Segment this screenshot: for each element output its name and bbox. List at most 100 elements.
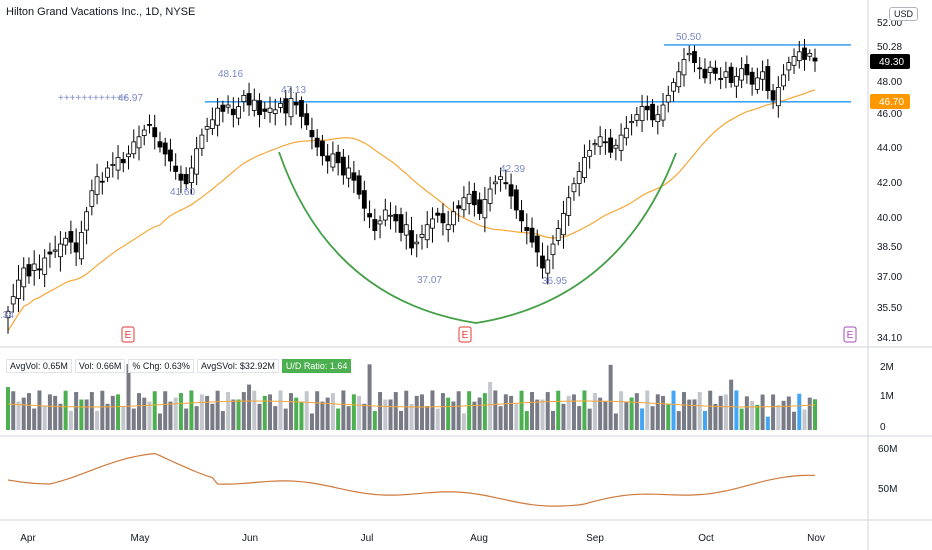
candle-body xyxy=(199,134,205,149)
candle-body xyxy=(31,263,37,271)
volume-bar xyxy=(786,396,791,430)
volume-bar xyxy=(718,395,723,430)
candle-body xyxy=(94,176,100,195)
volume-bar xyxy=(126,364,131,430)
volume-bar xyxy=(561,403,566,430)
candle-body xyxy=(330,153,336,168)
volume-average-line xyxy=(7,400,816,408)
volume-bar xyxy=(95,410,100,430)
candle-body xyxy=(204,126,210,130)
volume-bar xyxy=(697,392,702,430)
volume-bar xyxy=(320,401,325,430)
candle-body xyxy=(796,51,802,62)
candle-body xyxy=(10,296,16,305)
volume-bar xyxy=(550,410,555,430)
volume-bar xyxy=(173,397,178,430)
candle-body xyxy=(545,259,551,274)
candle-body xyxy=(697,67,703,70)
resistance-levels-layer xyxy=(205,44,851,103)
time-axis-layer: Apr May Jun Jul Aug Sep Oct Nov xyxy=(20,533,825,544)
rs-line-layer xyxy=(7,452,815,507)
price-annotation: 46.97 xyxy=(118,93,143,104)
volume-bar xyxy=(807,397,812,430)
earnings-marker xyxy=(458,326,472,343)
volume-bar xyxy=(278,390,283,430)
candle-body xyxy=(26,264,32,277)
candle-body xyxy=(37,268,42,271)
candle-body xyxy=(84,211,90,231)
candle-body xyxy=(309,130,315,138)
candle-body xyxy=(424,224,430,241)
volume-bar xyxy=(346,406,351,430)
candle-body xyxy=(141,129,147,136)
candle-body xyxy=(692,51,697,63)
volume-bar xyxy=(168,401,173,430)
price-annotation: 48.16 xyxy=(218,69,243,80)
price-axis-tick: 52.00 xyxy=(877,18,902,29)
time-axis-label: Aug xyxy=(470,533,488,544)
candle-body xyxy=(791,56,797,66)
volume-bar xyxy=(304,391,309,430)
volume-bar xyxy=(545,392,550,430)
candle-body xyxy=(477,199,483,214)
volume-bar xyxy=(603,401,608,430)
candle-body xyxy=(571,183,577,193)
volume-bar xyxy=(231,399,236,430)
candle-body xyxy=(723,71,729,78)
volume-bar xyxy=(430,390,435,430)
volume-bar xyxy=(268,394,273,430)
candle-body xyxy=(68,231,74,243)
candle-body xyxy=(304,113,310,126)
candle-body xyxy=(498,176,503,180)
volume-bar xyxy=(598,397,603,430)
volume-bar xyxy=(367,364,372,430)
volume-bar xyxy=(404,390,409,430)
volume-bar xyxy=(325,397,330,430)
candle-body xyxy=(713,67,718,74)
candle-body xyxy=(346,167,352,179)
candle-body xyxy=(241,95,247,103)
candle-body xyxy=(115,157,121,171)
candle-body xyxy=(629,121,634,124)
volume-bar xyxy=(687,399,692,430)
volume-bar xyxy=(53,395,58,430)
candle-body xyxy=(372,219,378,231)
volume-bar xyxy=(451,401,456,430)
candle-body xyxy=(775,87,781,107)
earnings-marker-label: E xyxy=(125,330,132,341)
candle-body xyxy=(597,136,603,147)
volume-bar xyxy=(587,408,592,430)
candle-body xyxy=(602,141,608,144)
stat-chg: % Chg: 0.63% xyxy=(128,359,194,373)
volume-bar xyxy=(152,391,157,430)
volume-bar xyxy=(252,390,257,430)
candle-body xyxy=(157,141,163,148)
candle-body xyxy=(293,102,299,106)
volume-bar xyxy=(792,411,797,430)
volume-bar xyxy=(220,411,225,430)
candle-body xyxy=(209,119,215,129)
volume-bar xyxy=(577,406,582,430)
volume-bar xyxy=(571,394,576,430)
candle-body xyxy=(215,107,221,126)
candle-body xyxy=(168,149,173,162)
rs-axis-tick: 60M xyxy=(878,444,897,455)
volume-bar xyxy=(194,406,199,430)
volume-bar xyxy=(461,413,466,430)
currency-badge[interactable]: USD xyxy=(889,7,919,21)
price-axis-tick: 44.00 xyxy=(877,143,902,154)
volume-bar xyxy=(184,408,189,430)
volume-bar xyxy=(650,406,655,430)
volume-bar xyxy=(629,397,634,430)
candle-body xyxy=(634,114,640,121)
volume-bar xyxy=(288,393,293,430)
volume-bar xyxy=(729,379,734,430)
volume-bar xyxy=(26,393,31,430)
price-axis-tick: 46.00 xyxy=(877,109,902,120)
volume-bar xyxy=(362,403,367,430)
candle-body xyxy=(189,167,194,183)
volume-bar xyxy=(283,408,288,430)
volume-bar xyxy=(519,390,524,430)
candle-body xyxy=(550,243,556,256)
volume-bar xyxy=(63,390,68,430)
